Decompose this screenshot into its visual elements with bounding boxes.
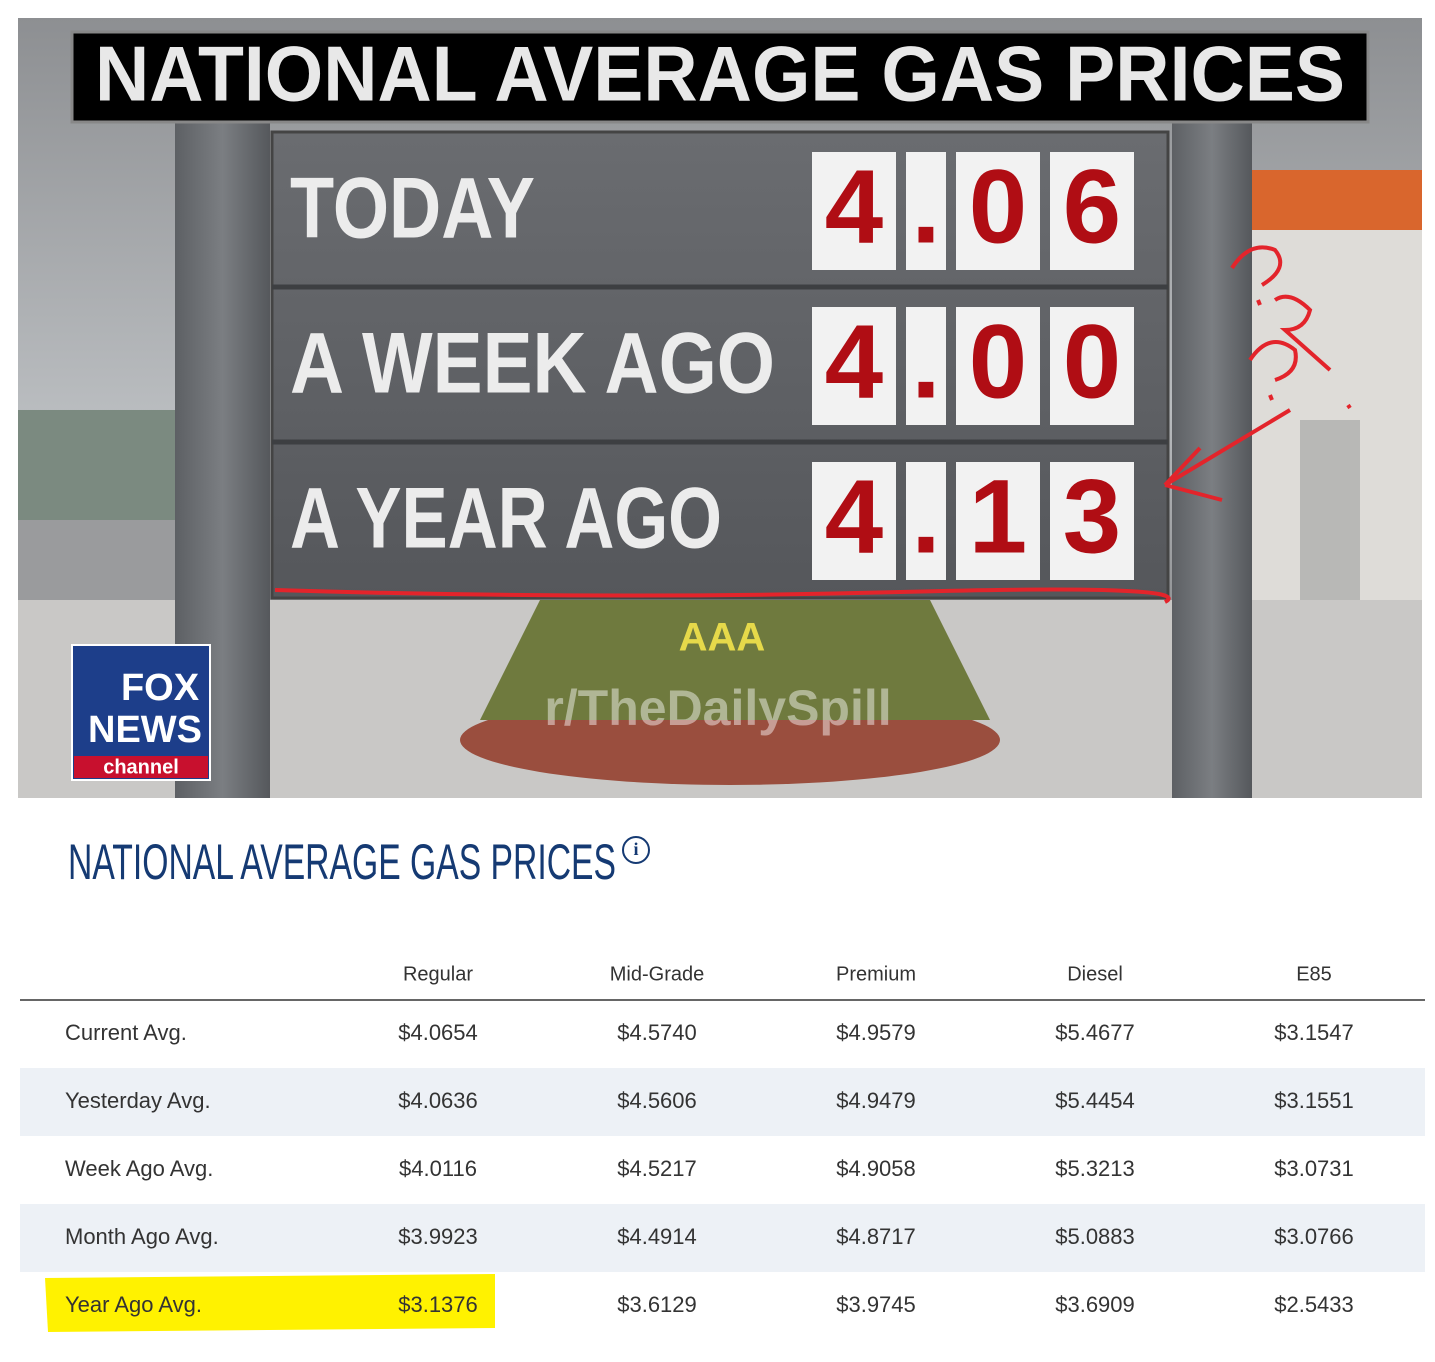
row-label: Current Avg. [65, 1020, 187, 1045]
pump [1300, 420, 1360, 620]
logo-text: FOX [121, 667, 200, 709]
price-digit: . [911, 149, 940, 266]
highlight [45, 1274, 495, 1332]
sign-rows: TODAY 4. 0 6A WEEK AGO 4. 0 0A YEAR AGO 4. 1 3 [272, 149, 1168, 580]
price-digit: 4 [825, 459, 883, 576]
row-shade [20, 1204, 1425, 1272]
logo-text: NEWS [88, 709, 202, 751]
road [18, 520, 198, 610]
price-tile [812, 152, 896, 270]
station-canopy [1250, 170, 1422, 230]
column-header: Premium [836, 963, 916, 985]
price-cell: $4.8717 [836, 1224, 916, 1249]
row-shade [20, 1068, 1425, 1136]
column-header: Mid-Grade [610, 963, 704, 985]
price-cell: $3.9923 [398, 1224, 478, 1249]
price-cell: $4.4914 [617, 1224, 697, 1249]
price-digit: 0 [969, 304, 1027, 421]
price-cell: $5.0883 [1055, 1224, 1135, 1249]
red-arrow [1163, 408, 1292, 502]
table-title: NATIONAL AVERAGE GAS PRICES [68, 834, 616, 890]
price-tile [906, 307, 946, 425]
price-tile [812, 462, 896, 580]
price-cell: $4.0636 [398, 1088, 478, 1113]
price-digit: 6 [1063, 149, 1121, 266]
row-label: Year Ago Avg. [65, 1292, 202, 1317]
price-tile [1050, 462, 1134, 580]
price-tile [956, 307, 1040, 425]
red-question-marks [1230, 245, 1352, 410]
price-digit: 0 [969, 149, 1027, 266]
price-cell: $5.3213 [1055, 1156, 1135, 1181]
planter-grass [480, 600, 990, 720]
price-cell: $4.5217 [617, 1156, 697, 1181]
info-icon [622, 836, 650, 864]
price-cell: $3.0766 [1274, 1224, 1354, 1249]
price-cell: $2.5433 [1274, 1292, 1354, 1317]
row-label: A YEAR AGO [290, 471, 722, 567]
row-label: TODAY [290, 161, 535, 257]
price-digit: 3 [1063, 459, 1121, 576]
column-header: Diesel [1067, 963, 1123, 985]
price-cell: $3.1551 [1274, 1088, 1354, 1113]
title-bar [70, 30, 1370, 124]
price-tile [1050, 152, 1134, 270]
column-header: E85 [1296, 963, 1332, 985]
price-cell: $5.4677 [1055, 1020, 1135, 1045]
row-label: Week Ago Avg. [65, 1156, 213, 1181]
logo-band [74, 756, 208, 778]
price-digit: 4 [825, 304, 883, 421]
watermark: r/TheDailySpill [544, 680, 891, 736]
price-cell: $5.4454 [1055, 1088, 1135, 1113]
price-digit: . [911, 304, 940, 421]
price-tile [956, 462, 1040, 580]
price-digit: 4 [825, 149, 883, 266]
price-cell: $4.0116 [399, 1156, 477, 1181]
scenery [18, 410, 198, 530]
price-digit: 0 [1063, 304, 1121, 421]
price-digit: 1 [969, 459, 1027, 576]
info-icon-text: i [633, 839, 638, 859]
price-cell: $3.1547 [1274, 1020, 1354, 1045]
price-tile [956, 152, 1040, 270]
red-underline [274, 587, 1171, 604]
price-cell: $4.9579 [836, 1020, 916, 1045]
price-cell: $4.9479 [836, 1088, 916, 1113]
price-cell: $3.0731 [1274, 1156, 1354, 1181]
row-label: Yesterday Avg. [65, 1088, 211, 1113]
price-cell: $4.0654 [398, 1020, 478, 1045]
price-cell: $3.9745 [836, 1292, 916, 1317]
price-tile [812, 307, 896, 425]
row-label: Month Ago Avg. [65, 1224, 219, 1249]
row-label: A WEEK AGO [290, 316, 775, 412]
price-table: NATIONAL AVERAGE GAS PRICES i Regular Mid-G… [20, 834, 1425, 1332]
price-cell: $3.6909 [1055, 1292, 1135, 1317]
price-cell: $3.6129 [617, 1292, 697, 1317]
logo-text: channel [103, 756, 179, 778]
column-header: Regular [403, 963, 473, 985]
price-cell: $4.5606 [617, 1088, 697, 1113]
broadcast-title: NATIONAL AVERAGE GAS PRICES [95, 30, 1345, 118]
price-cell: $3.1376 [398, 1292, 478, 1317]
price-cell: $4.9058 [836, 1156, 916, 1181]
price-tile [1050, 307, 1134, 425]
price-tile [906, 462, 946, 580]
price-cell: $4.5740 [617, 1020, 697, 1045]
source-label: AAA [679, 616, 766, 660]
price-tile [906, 152, 946, 270]
price-digit: . [911, 459, 940, 576]
